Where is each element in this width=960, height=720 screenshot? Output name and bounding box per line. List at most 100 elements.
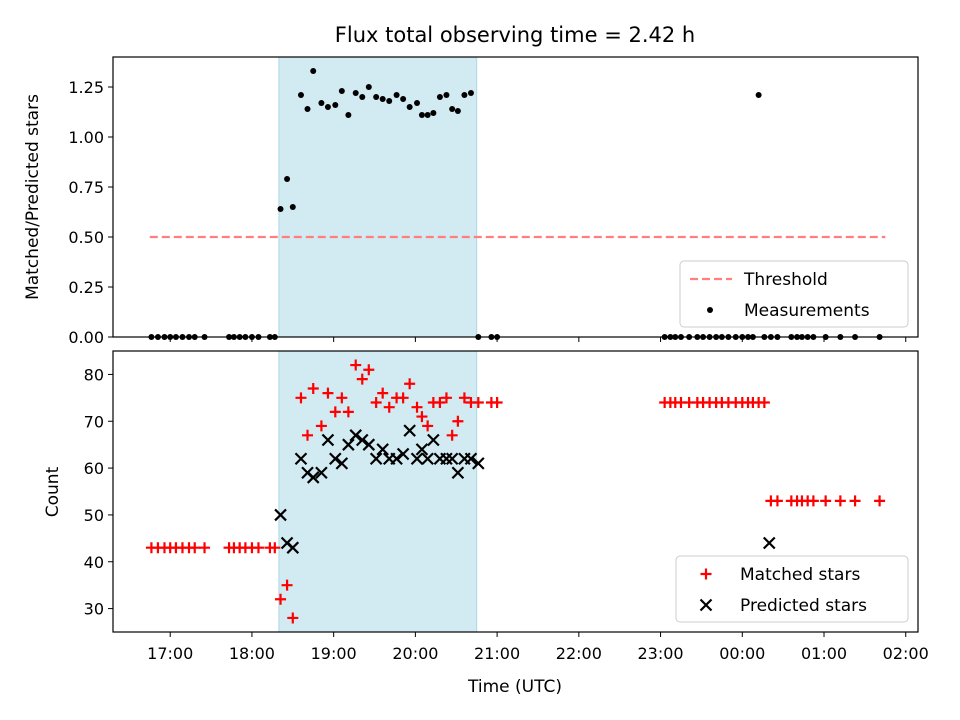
measurement-point <box>454 108 461 114</box>
x-tick-label: 02:00 <box>883 644 929 663</box>
y-tick-label: 0.00 <box>68 328 104 347</box>
axes-frame <box>112 56 919 338</box>
predicted-star-point <box>415 443 429 456</box>
measurement-point <box>443 92 450 98</box>
matched-star-point <box>422 420 434 432</box>
measurement-point <box>373 94 380 100</box>
legend-measurement-swatch <box>707 307 713 313</box>
matched-star-point <box>397 392 409 404</box>
matched-star-point <box>807 495 819 507</box>
bottom-ylabel: Count <box>43 466 63 517</box>
x-tick-label: 23:00 <box>638 644 684 663</box>
matched-star-point <box>363 364 375 376</box>
measurement-point <box>310 68 317 74</box>
measurement-point <box>414 100 421 106</box>
y-tick-label: 30 <box>84 600 104 619</box>
measurement-point <box>400 96 407 102</box>
legend-entry-label: Measurements <box>744 301 870 321</box>
legend: Matched stars Predicted stars <box>675 555 909 623</box>
predicted-star-point <box>427 433 440 447</box>
matched-star-point <box>758 397 770 409</box>
matched-star-point <box>491 397 503 409</box>
matched-star-point <box>281 579 293 591</box>
matched-star-point <box>472 397 484 409</box>
matched-star-point <box>411 401 423 413</box>
predicted-star-point <box>410 452 424 465</box>
matched-star-point <box>287 612 299 624</box>
measurement-point <box>304 106 311 112</box>
predicted-star-point <box>396 447 410 461</box>
x-tick-label: 01:00 <box>801 644 847 663</box>
y-tick-label: 1.00 <box>68 128 104 147</box>
y-tick-label: 40 <box>84 553 104 572</box>
axes-frame <box>112 350 919 633</box>
legend-box <box>675 555 909 623</box>
x-tick-label: 22:00 <box>556 644 602 663</box>
matched-star-point <box>370 397 382 409</box>
y-tick-label: 70 <box>84 412 104 431</box>
top-panel: 0.00 0.25 0.50 0.75 1.00 1.25 Threshold Measure… <box>68 56 919 347</box>
matched-star-point <box>416 411 428 423</box>
predicted-star-point <box>342 438 355 451</box>
y-tick-label: 1.25 <box>68 78 104 97</box>
matched-star-point <box>356 373 368 385</box>
y-tick-label: 0.75 <box>68 178 104 197</box>
measurement-point <box>324 104 331 110</box>
observing-window-span <box>278 56 478 338</box>
matched-star-point <box>199 542 211 554</box>
measurement-point <box>289 204 296 210</box>
predicted-star-point <box>329 452 342 465</box>
measurement-point <box>436 94 443 100</box>
legend-entry-label: Matched stars <box>740 565 860 585</box>
measurement-point <box>449 106 456 112</box>
y-tick-label: 80 <box>84 365 104 384</box>
matched-star-point <box>383 401 395 413</box>
matched-star-point <box>771 495 783 507</box>
measurement-point <box>338 88 345 94</box>
measurement-point <box>284 176 291 182</box>
predicted-star-point <box>315 466 328 480</box>
matched-star-point <box>302 429 314 441</box>
bottom-panel: 30 40 50 60 70 80 17:00 18:00 19:00 20:00 21:00 22:… <box>84 350 929 663</box>
predicted-star-point <box>421 452 434 465</box>
y-tick-label: 0.50 <box>68 228 104 247</box>
legend-entry-label: Predicted stars <box>740 596 867 616</box>
matched-star-point <box>820 495 832 507</box>
matched-star-point <box>275 593 287 605</box>
predicted-star-point <box>376 443 389 456</box>
predicted-star-point <box>445 452 459 465</box>
predicted-star-point <box>274 508 287 522</box>
predicted-star-point <box>451 466 465 480</box>
matched-star-point <box>849 495 861 507</box>
measurement-point <box>424 112 431 118</box>
measurement-point <box>359 94 366 100</box>
predicted-star-point <box>762 536 776 550</box>
measurement-point <box>467 90 474 96</box>
predicted-star-point <box>362 438 376 451</box>
measurement-point <box>379 96 386 102</box>
predicted-star-point <box>369 452 383 465</box>
matched-star-point <box>377 387 389 399</box>
matched-star-point <box>434 397 446 409</box>
measurement-point <box>386 98 393 104</box>
x-tick-label: 19:00 <box>311 644 357 663</box>
measurement-point <box>393 92 400 98</box>
predicted-star-point <box>294 452 308 465</box>
measurement-point <box>461 92 468 98</box>
y-tick-label: 50 <box>84 506 104 525</box>
measurement-point <box>418 112 425 118</box>
matched-star-point <box>452 415 464 427</box>
legend-box <box>679 260 909 328</box>
measurement-point <box>365 84 372 90</box>
measurement-point <box>406 104 413 110</box>
measurement-point <box>332 102 339 108</box>
predicted-star-point <box>464 452 478 465</box>
x-tick-label: 18:00 <box>229 644 275 663</box>
plot-area <box>148 68 886 340</box>
matched-star-point <box>329 406 341 418</box>
legend-matched-swatch <box>700 568 712 580</box>
predicted-star-point <box>403 424 416 437</box>
x-axis-label: Time (UTC) <box>467 677 562 697</box>
predicted-star-point <box>335 457 349 470</box>
